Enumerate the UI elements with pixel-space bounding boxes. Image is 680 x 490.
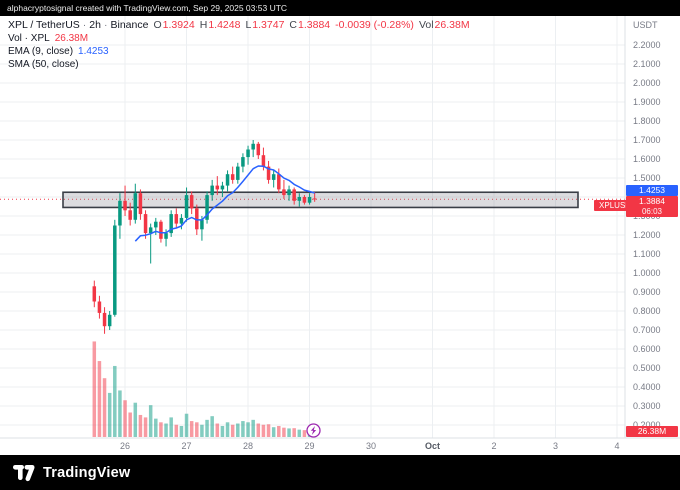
- price-tick-label: 1.6000: [633, 154, 661, 164]
- open-label: O: [153, 19, 162, 31]
- time-tick-label: 27: [181, 441, 192, 451]
- open-value: 1.3924: [162, 19, 195, 31]
- close-label: C: [289, 19, 298, 31]
- close-value: 1.3884: [298, 19, 331, 31]
- price-axis[interactable]: 2.2000 2.1000 2.0000 1.9000 1.8000 1.7000 1.60…: [625, 0, 680, 455]
- interval-label[interactable]: 2h: [89, 19, 101, 31]
- price-tick-label: 0.2000: [633, 420, 661, 430]
- time-tick-label: 3: [552, 441, 559, 451]
- event-marker[interactable]: [306, 423, 321, 438]
- last-price-value: 1.3884: [639, 196, 665, 206]
- attribution-banner: alphacryptosignal created with TradingVi…: [0, 0, 680, 16]
- volume-value-tag: 26.38M: [626, 426, 678, 437]
- ema-legend-row[interactable]: EMA (9, close) 1.4253: [8, 45, 470, 58]
- volume-series: [92, 341, 317, 437]
- sma-indicator-label: SMA (50, close): [8, 59, 79, 70]
- symbol-legend-row[interactable]: XPL / TetherUS · 2h · Binance O1.3924 H1.4248 L…: [8, 19, 470, 32]
- tradingview-wordmark: TradingView: [43, 464, 131, 481]
- price-tick-label: 1.0000: [633, 268, 661, 278]
- volume-indicator-label: Vol · XPL: [8, 33, 50, 44]
- time-tick-label: 4: [614, 441, 620, 451]
- symbol-price-tag: XPLUSDT: [594, 200, 641, 211]
- price-tick-label: 2.0000: [633, 78, 661, 88]
- price-tick-label: 1.8000: [633, 116, 661, 126]
- tradingview-footer: TradingView: [0, 455, 680, 490]
- time-tick-label: 29: [304, 441, 315, 451]
- price-tick-label: 0.3000: [633, 401, 661, 411]
- separator-dot: ·: [82, 19, 87, 31]
- price-tick-label: 0.7000: [633, 325, 661, 335]
- price-tick-label: 1.1000: [633, 249, 661, 259]
- price-tick-label: 1.7000: [633, 135, 661, 145]
- ema-line: [134, 165, 315, 242]
- volume-indicator-value: 26.38M: [54, 33, 89, 44]
- price-scale-currency: USDT: [633, 20, 658, 30]
- high-value: 1.4248: [208, 19, 241, 31]
- time-axis[interactable]: 26 27 28 29 30 Oct 2 3 4: [0, 441, 680, 455]
- time-tick-label: Oct: [424, 441, 441, 451]
- attribution-text: alphacryptosignal created with TradingVi…: [7, 3, 288, 13]
- time-tick-label: 26: [119, 441, 131, 451]
- volume-legend-row[interactable]: Vol · XPL 26.38M: [8, 32, 470, 45]
- tradingview-logo-icon: [13, 464, 35, 481]
- price-tick-label: 1.2000: [633, 230, 661, 240]
- last-price-tag: 1.3884 06:03: [626, 196, 678, 217]
- separator-dot: ·: [103, 19, 108, 31]
- ema-price-tag: 1.4253: [626, 185, 678, 196]
- ema-indicator-value: 1.4253: [78, 46, 109, 57]
- sma-legend-row[interactable]: SMA (50, close): [8, 58, 470, 71]
- change-value: -0.0039 (-0.28%): [335, 19, 414, 31]
- symbol-name: XPL / TetherUS: [8, 19, 80, 31]
- tradingview-logo[interactable]: TradingView: [12, 463, 130, 483]
- price-tick-label: 2.2000: [633, 40, 661, 50]
- grid: [0, 16, 625, 438]
- bar-countdown: 06:03: [641, 207, 663, 216]
- price-tick-label: 0.9000: [633, 287, 661, 297]
- vol-value: 26.38M: [434, 19, 470, 31]
- time-tick-label: 30: [365, 441, 377, 451]
- low-value: 1.3747: [252, 19, 285, 31]
- low-label: L: [245, 19, 252, 31]
- price-tick-label: 2.1000: [633, 59, 661, 69]
- ema-indicator-label: EMA (9, close): [8, 46, 74, 57]
- candles-series: [92, 140, 317, 334]
- high-label: H: [199, 19, 208, 31]
- exchange-label: Binance: [110, 19, 149, 31]
- price-tick-label: 0.8000: [633, 306, 661, 316]
- vol-label: Vol: [418, 19, 434, 31]
- price-tick-label: 1.9000: [633, 97, 661, 107]
- price-tick-label: 0.5000: [633, 363, 661, 373]
- time-tick-label: 2: [491, 441, 497, 451]
- price-tick-label: 0.4000: [633, 382, 661, 392]
- time-tick-label: 28: [242, 441, 254, 451]
- legend: XPL / TetherUS · 2h · Binance O1.3924 H1.4248 L…: [8, 19, 470, 71]
- price-tick-label: 1.5000: [633, 173, 661, 183]
- price-tick-label: 0.6000: [633, 344, 661, 354]
